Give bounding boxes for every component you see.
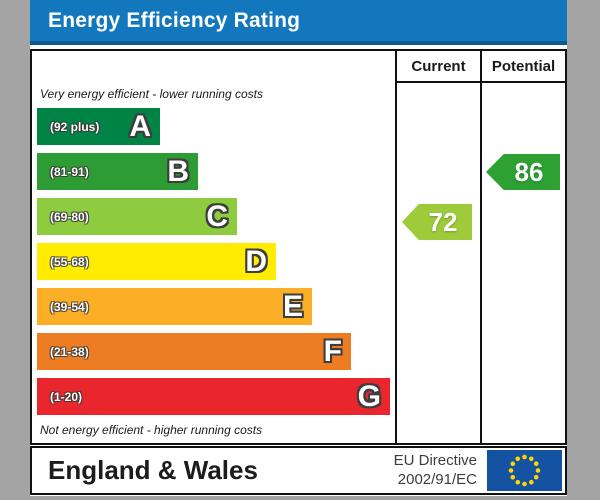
- eu-directive-line2: 2002/91/EC: [397, 470, 477, 488]
- current-rating-arrow: 72: [402, 204, 472, 240]
- band-b-range: (81-91): [50, 164, 89, 179]
- region-label: England & Wales: [48, 455, 258, 485]
- potential-column-header: Potential: [491, 58, 556, 75]
- band-a-range: (92 plus): [50, 119, 100, 134]
- band-a: (92 plus) A: [37, 108, 160, 145]
- header-underline: [395, 81, 565, 83]
- band-c: (69-80) C: [37, 198, 237, 235]
- eu-flag-stars: [508, 454, 541, 487]
- band-d-range: (55-68): [50, 254, 89, 269]
- footer-bar: England & Wales EU Directive 2002/91/EC: [30, 446, 567, 495]
- page-title: Energy Efficiency Rating: [48, 8, 301, 32]
- band-g-range: (1-20): [50, 389, 83, 404]
- band-e-range: (39-54): [50, 299, 89, 314]
- potential-column-divider: [480, 51, 482, 443]
- bottom-caption: Not energy efficient - higher running co…: [40, 423, 263, 437]
- band-g: (1-20) G: [37, 378, 390, 415]
- top-caption: Very energy efficient - lower running co…: [40, 87, 263, 101]
- band-g-letter: G: [357, 379, 381, 413]
- band-f-range: (21-38): [50, 344, 89, 359]
- band-e-letter: E: [282, 289, 303, 323]
- band-b: (81-91) B: [37, 153, 198, 190]
- band-b-letter: B: [167, 154, 189, 188]
- band-f: (21-38) F: [37, 333, 351, 370]
- title-bar: Energy Efficiency Rating: [30, 0, 567, 45]
- eu-directive-line1: EU Directive: [393, 452, 477, 470]
- current-column-header: Current: [411, 58, 466, 75]
- potential-rating-value: 86: [514, 156, 544, 187]
- current-rating-value: 72: [428, 206, 458, 237]
- eu-directive-label: EU Directive 2002/91/EC: [394, 452, 477, 489]
- band-d-letter: D: [245, 244, 267, 278]
- band-f-letter: F: [323, 334, 342, 368]
- band-e: (39-54) E: [37, 288, 312, 325]
- band-a-letter: A: [129, 109, 151, 143]
- band-d: (55-68) D: [37, 243, 276, 280]
- rating-table: Current Potential Very energy efficient …: [30, 49, 567, 445]
- eu-flag-icon: [487, 450, 562, 491]
- band-c-range: (69-80): [50, 209, 89, 224]
- current-column-divider: [395, 51, 397, 443]
- potential-rating-arrow: 86: [486, 154, 560, 190]
- band-c-letter: C: [206, 199, 228, 233]
